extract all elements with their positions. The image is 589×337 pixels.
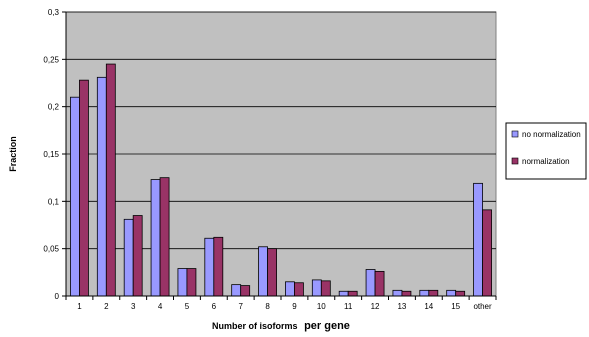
bar-no-normalization [311, 279, 322, 297]
bar-no-normalization [150, 179, 161, 297]
y-tick-label: 0,2 [48, 103, 60, 112]
bar-no-normalization [365, 269, 376, 297]
y-tick-label: 0,1 [48, 197, 60, 206]
legend-swatch [511, 130, 519, 138]
y-tick-label: 0,25 [43, 55, 59, 64]
bar-normalization [213, 236, 224, 297]
x-tick-label: 3 [131, 302, 136, 311]
bar-no-normalization [446, 289, 457, 297]
x-tick-label: 6 [212, 302, 217, 311]
bar-normalization [79, 79, 89, 297]
legend-swatch [511, 157, 519, 165]
x-tick-label: 14 [424, 302, 433, 311]
bar-no-normalization [204, 237, 215, 297]
bar-no-normalization [96, 76, 107, 297]
bar-no-normalization [473, 182, 483, 297]
x-tick-label: 2 [104, 302, 109, 311]
x-tick-label: 9 [292, 302, 297, 311]
bar-no-normalization [258, 246, 268, 297]
x-tick-label: 5 [185, 302, 190, 311]
x-tick-label: 8 [265, 302, 270, 311]
bar-normalization [428, 289, 439, 297]
x-tick-label: 13 [397, 302, 406, 311]
x-tick-label: 11 [344, 302, 353, 311]
bars [70, 63, 492, 297]
x-tick-label: other [473, 302, 492, 311]
bar-no-normalization [338, 290, 349, 297]
bar-no-normalization [285, 281, 295, 297]
bar-normalization [132, 215, 143, 297]
x-tick-label: 15 [451, 302, 460, 311]
bar-normalization [240, 285, 251, 297]
bar-normalization [455, 290, 466, 297]
y-tick-label: 0,15 [43, 150, 59, 159]
y-tick-label: 0,05 [43, 245, 59, 254]
legend-label: no normalization [522, 130, 581, 139]
legend-label: normalization [522, 157, 570, 166]
y-axis: 0 0,05 0,1 0,15 0,2 0,25 0,3 [43, 8, 67, 301]
bar-normalization [482, 209, 492, 297]
bar-normalization [401, 290, 412, 297]
bar-normalization [105, 63, 116, 297]
bar-no-normalization [123, 218, 134, 297]
x-axis-title: Number of isoforms per gene [212, 320, 350, 332]
bar-no-normalization [177, 268, 188, 297]
bar-no-normalization [231, 284, 242, 297]
y-tick-label: 0 [55, 292, 60, 301]
legend: no normalization normalization [505, 122, 587, 180]
x-tick-label: 12 [371, 302, 380, 311]
x-axis: 1 2 3 4 5 6 7 8 9 10 11 12 13 14 15 other [65, 295, 497, 311]
bar-normalization [347, 290, 358, 297]
x-tick-label: 4 [158, 302, 163, 311]
legend-box [505, 122, 587, 180]
bar-normalization [374, 270, 385, 297]
bar-no-normalization [70, 96, 80, 297]
bar-normalization [294, 282, 304, 297]
bar-normalization [320, 280, 331, 297]
bar-normalization [186, 268, 197, 297]
bar-normalization [159, 177, 170, 297]
x-axis-title-part-2: per gene [304, 320, 350, 332]
x-tick-label: 1 [77, 302, 82, 311]
bar-no-normalization [392, 289, 403, 297]
x-tick-label: 7 [238, 302, 243, 311]
y-tick-label: 0,3 [48, 8, 60, 17]
x-tick-label: 10 [317, 302, 326, 311]
y-axis-title: Fraction [8, 136, 18, 172]
bar-no-normalization [419, 289, 430, 297]
bar-normalization [267, 248, 277, 297]
x-axis-title-part-1: Number of isoforms [212, 321, 298, 331]
